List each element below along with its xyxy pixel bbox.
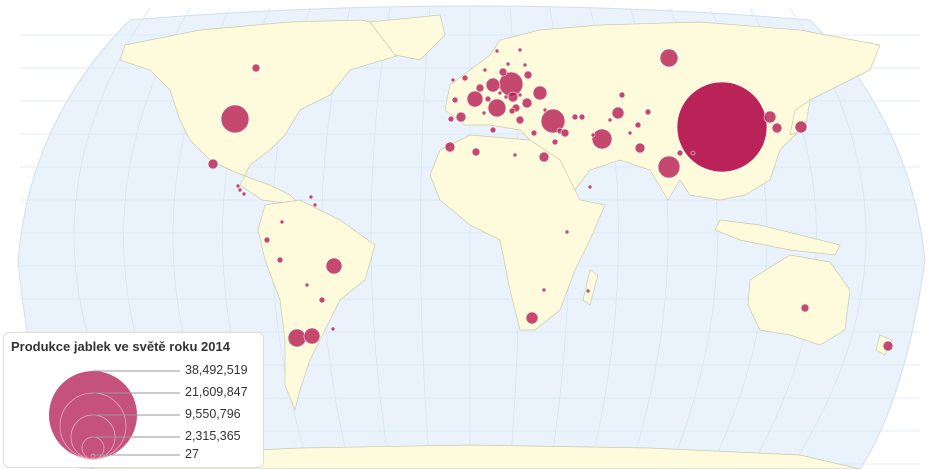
country-bubble[interactable] bbox=[207, 158, 219, 170]
country-bubble[interactable] bbox=[304, 282, 310, 288]
country-bubble[interactable] bbox=[564, 229, 570, 235]
south-america bbox=[257, 199, 376, 412]
legend-value-2: 21,609,847 bbox=[185, 385, 248, 399]
country-bubble[interactable] bbox=[634, 121, 642, 129]
country-bubble[interactable] bbox=[485, 77, 501, 93]
country-bubble[interactable] bbox=[484, 95, 492, 103]
country-bubble[interactable] bbox=[235, 183, 241, 189]
country-bubble[interactable] bbox=[312, 202, 318, 208]
bubble-layer bbox=[207, 47, 894, 352]
country-bubble[interactable] bbox=[530, 129, 538, 137]
country-bubble[interactable] bbox=[263, 236, 271, 244]
country-bubble[interactable] bbox=[517, 92, 523, 98]
country-bubble[interactable] bbox=[585, 288, 591, 294]
africa bbox=[429, 134, 606, 331]
country-bubble[interactable] bbox=[507, 91, 519, 103]
country-bubble[interactable] bbox=[611, 106, 625, 120]
country-bubble[interactable] bbox=[578, 113, 586, 121]
country-bubble[interactable] bbox=[475, 83, 485, 93]
country-bubble[interactable] bbox=[521, 97, 533, 109]
country-bubble[interactable] bbox=[542, 107, 548, 113]
country-bubble[interactable] bbox=[540, 108, 566, 134]
country-bubble[interactable] bbox=[560, 128, 570, 138]
legend-bubble-5 bbox=[90, 453, 96, 459]
country-bubble[interactable] bbox=[771, 122, 783, 134]
country-bubble[interactable] bbox=[690, 150, 696, 156]
legend-value-1: 38,492,519 bbox=[185, 363, 248, 377]
longitude-line bbox=[420, 7, 431, 469]
country-bubble[interactable] bbox=[220, 104, 250, 134]
legend-value-4: 2,315,365 bbox=[185, 429, 241, 443]
country-bubble[interactable] bbox=[532, 85, 548, 101]
country-bubble[interactable] bbox=[618, 91, 626, 99]
australia bbox=[747, 254, 851, 346]
country-bubble[interactable] bbox=[481, 110, 487, 116]
country-bubble[interactable] bbox=[659, 48, 679, 68]
country-bubble[interactable] bbox=[308, 194, 314, 200]
country-bubble[interactable] bbox=[237, 187, 243, 193]
country-bubble[interactable] bbox=[571, 113, 579, 121]
country-bubble[interactable] bbox=[590, 132, 596, 138]
country-bubble[interactable] bbox=[634, 142, 646, 154]
country-bubble[interactable] bbox=[541, 287, 547, 293]
country-bubble[interactable] bbox=[498, 67, 508, 77]
legend-value-5: 27 bbox=[185, 447, 199, 461]
country-bubble[interactable] bbox=[471, 147, 481, 157]
country-bubble[interactable] bbox=[276, 256, 284, 264]
country-bubble[interactable] bbox=[466, 90, 484, 108]
country-bubble[interactable] bbox=[676, 81, 768, 173]
country-bubble[interactable] bbox=[325, 257, 343, 275]
country-bubble[interactable] bbox=[287, 328, 307, 348]
country-bubble[interactable] bbox=[676, 149, 684, 157]
country-bubble[interactable] bbox=[515, 115, 525, 125]
country-bubble[interactable] bbox=[451, 96, 459, 104]
country-bubble[interactable] bbox=[503, 94, 509, 100]
country-bubble[interactable] bbox=[587, 184, 593, 190]
country-bubble[interactable] bbox=[330, 326, 336, 332]
land bbox=[89, 14, 893, 469]
country-bubble[interactable] bbox=[447, 115, 455, 123]
country-bubble[interactable] bbox=[517, 47, 523, 53]
country-bubble[interactable] bbox=[487, 98, 507, 118]
longitude-line bbox=[370, 7, 391, 469]
country-bubble[interactable] bbox=[497, 90, 503, 96]
country-bubble[interactable] bbox=[318, 296, 326, 304]
legend-title: Produkce jablek ve světě roku 2014 bbox=[11, 339, 230, 354]
indonesia bbox=[714, 219, 841, 256]
country-bubble[interactable] bbox=[279, 219, 285, 225]
country-bubble[interactable] bbox=[607, 117, 613, 123]
country-bubble[interactable] bbox=[508, 107, 516, 115]
country-bubble[interactable] bbox=[794, 120, 808, 134]
madagascar bbox=[582, 269, 599, 306]
country-bubble[interactable] bbox=[525, 311, 539, 325]
country-bubble[interactable] bbox=[455, 111, 467, 123]
legend: Produkce jablek ve světě roku 2014 38,49… bbox=[3, 332, 264, 468]
country-bubble[interactable] bbox=[512, 152, 518, 158]
country-bubble[interactable] bbox=[644, 108, 652, 116]
country-bubble[interactable] bbox=[494, 48, 500, 54]
country-bubble[interactable] bbox=[800, 303, 810, 313]
country-bubble[interactable] bbox=[505, 61, 511, 67]
country-bubble[interactable] bbox=[882, 340, 894, 352]
greenland bbox=[369, 14, 446, 61]
country-bubble[interactable] bbox=[303, 327, 321, 345]
country-bubble[interactable] bbox=[251, 63, 261, 73]
country-bubble[interactable] bbox=[627, 130, 633, 136]
country-bubble[interactable] bbox=[461, 74, 469, 82]
country-bubble[interactable] bbox=[489, 126, 497, 134]
country-bubble[interactable] bbox=[241, 191, 247, 197]
country-bubble[interactable] bbox=[538, 151, 550, 163]
legend-value-3: 9,550,796 bbox=[185, 407, 241, 421]
country-bubble[interactable] bbox=[763, 110, 777, 124]
legend-bubbles bbox=[49, 370, 180, 460]
country-bubble[interactable] bbox=[551, 138, 559, 146]
country-bubble[interactable] bbox=[450, 77, 456, 83]
country-bubble[interactable] bbox=[657, 155, 681, 179]
country-bubble[interactable] bbox=[522, 62, 528, 68]
country-bubble[interactable] bbox=[523, 70, 533, 80]
country-bubble[interactable] bbox=[444, 141, 456, 153]
country-bubble[interactable] bbox=[591, 128, 613, 150]
country-bubble[interactable] bbox=[482, 67, 488, 73]
